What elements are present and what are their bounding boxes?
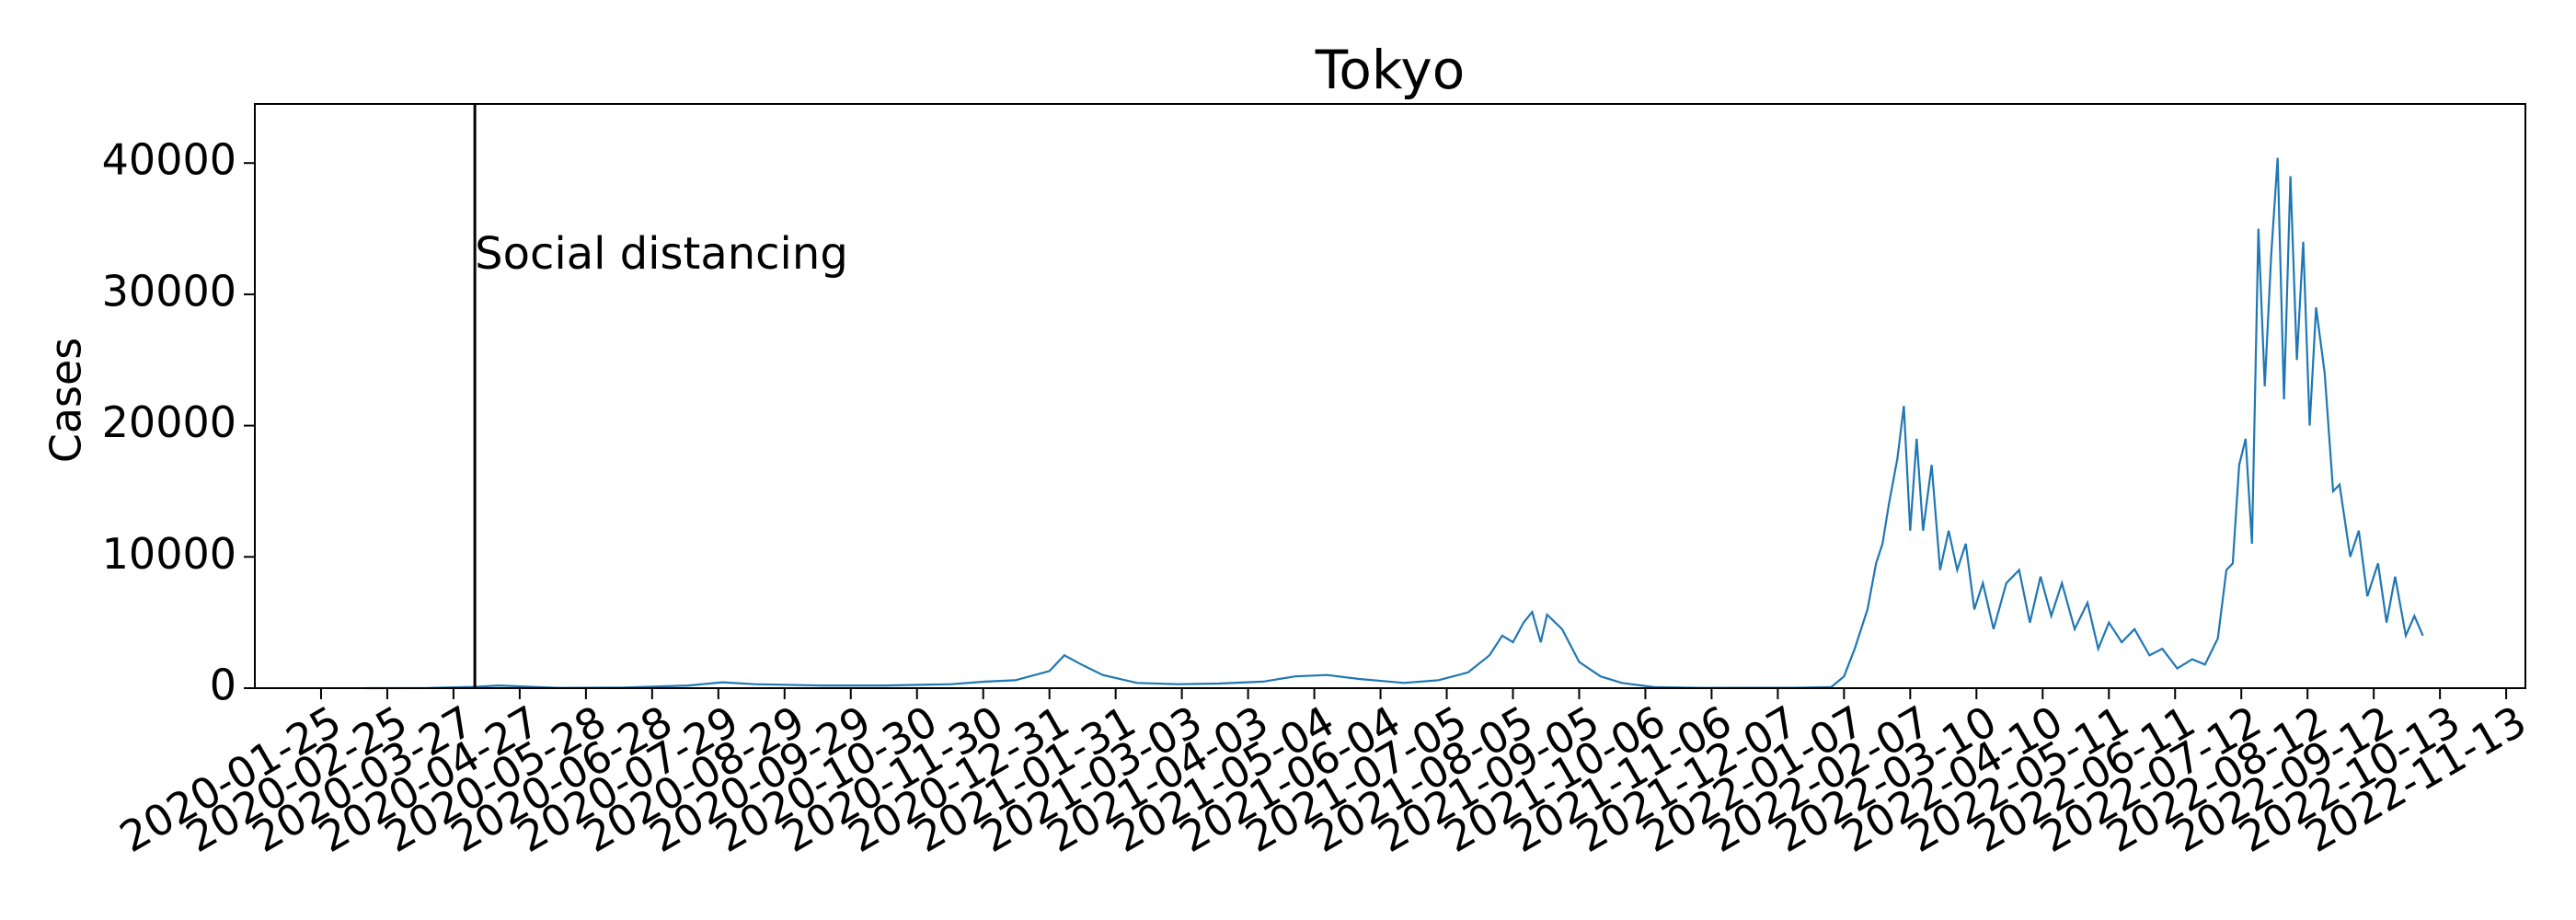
plot-frame	[254, 103, 2526, 689]
y-tick-label: 20000	[102, 397, 236, 447]
annotation-text: Social distancing	[475, 228, 848, 280]
series-line	[365, 157, 2424, 690]
y-tick-label: 40000	[102, 135, 236, 185]
y-tick-label: 30000	[102, 266, 236, 316]
y-tick-label: 0	[210, 661, 236, 710]
y-tick-label: 10000	[102, 529, 236, 579]
y-axis-label: Cases	[41, 338, 91, 464]
chart-title: Tokyo	[1315, 39, 1465, 101]
